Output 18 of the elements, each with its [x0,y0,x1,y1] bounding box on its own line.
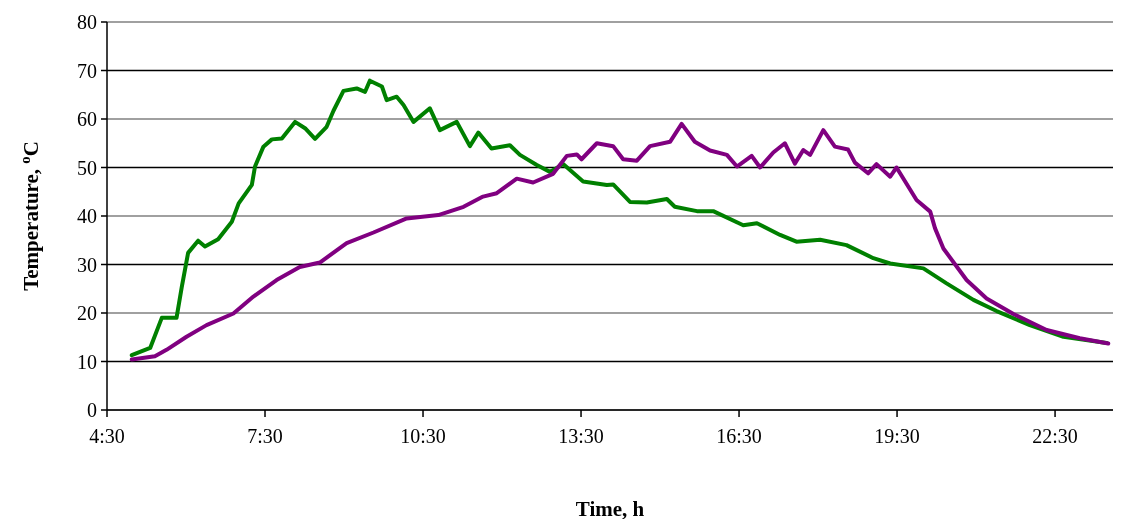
y-tick-label: 20 [77,302,97,324]
y-tick-label: 10 [77,350,97,373]
y-tick-label: 50 [77,156,97,179]
y-tick-label: 40 [77,205,97,227]
x-tick-label: 16:30 [716,425,762,447]
x-tick-label: 19:30 [874,425,920,447]
x-axis-title: Time, h [575,497,645,519]
x-tick-label: 22:30 [1032,425,1078,447]
y-tick-label: 80 [77,11,97,33]
y-tick-label: 70 [77,59,97,82]
line-series [129,121,1111,362]
x-tick-label: 10:30 [400,425,446,447]
y-tick-label: 60 [77,108,97,130]
x-tick-label: 4:30 [89,425,125,447]
y-tick-label: 0 [87,399,97,421]
x-tick-label: 13:30 [558,425,604,447]
y-tick-label: 30 [77,253,97,276]
x-tick-label: 7:30 [247,425,283,447]
